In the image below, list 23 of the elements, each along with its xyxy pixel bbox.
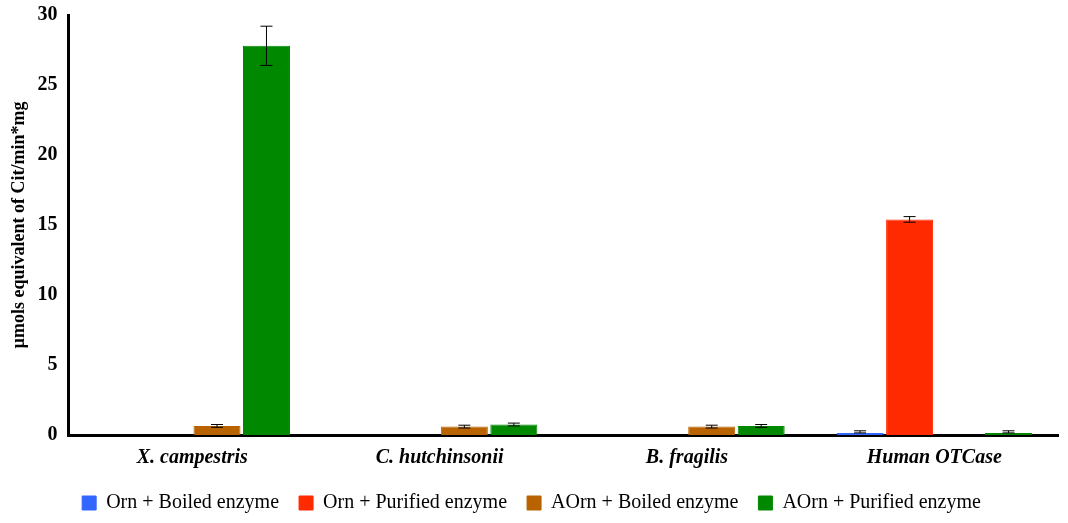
bar <box>440 426 488 435</box>
x-tick-label: Human OTCase <box>865 445 1002 468</box>
bar <box>490 424 538 435</box>
x-tick-label: X. campestris <box>135 445 249 469</box>
x-tick-label: C. hutchinsonii <box>375 445 504 468</box>
y-tick-label: 20 <box>37 142 58 165</box>
y-tick-label: 25 <box>37 72 58 95</box>
bar <box>737 425 785 435</box>
y-tick-label: 5 <box>47 352 58 375</box>
x-tick-label: B. fragilis <box>644 445 729 469</box>
bar <box>688 426 736 435</box>
y-tick-label: 10 <box>37 282 58 305</box>
legend-label: AOrn + Purified enzyme <box>782 490 981 514</box>
legend-label: Orn + Purified enzyme <box>323 490 508 514</box>
bar <box>193 425 241 435</box>
y-tick-label: 30 <box>37 2 58 25</box>
bar <box>242 45 290 435</box>
bar <box>886 219 934 435</box>
y-tick-label: 15 <box>37 212 58 235</box>
legend-label: Orn + Boiled enzyme <box>106 490 280 514</box>
y-tick-label: 0 <box>47 422 58 445</box>
y-axis-title: µmols equivalent of Cit/min*mg <box>8 101 29 349</box>
legend-label: AOrn + Boiled enzyme <box>551 490 739 514</box>
